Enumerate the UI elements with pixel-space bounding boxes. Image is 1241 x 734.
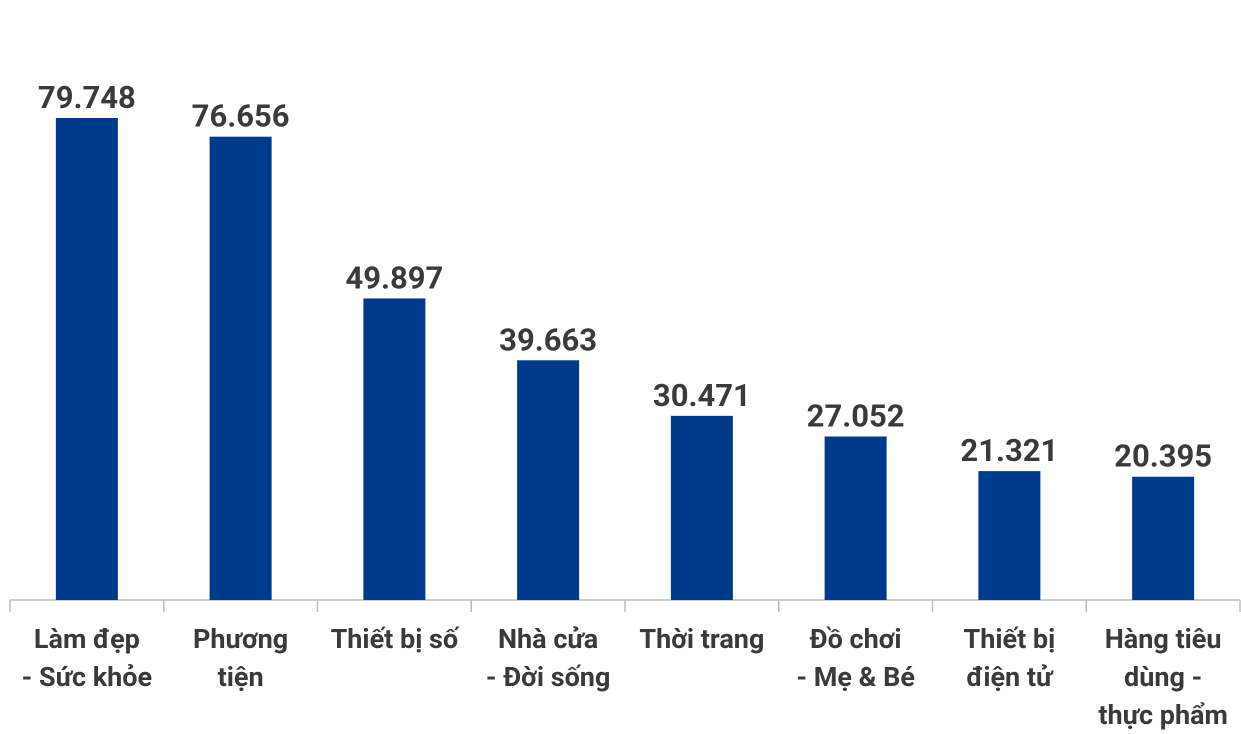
bar bbox=[209, 136, 272, 600]
x-tick-label: - Đời sống bbox=[486, 661, 611, 693]
x-tick-label: Làm đẹp bbox=[34, 623, 140, 655]
value-label: 21.321 bbox=[960, 432, 1058, 469]
value-label: 76.656 bbox=[192, 98, 290, 135]
bar bbox=[1132, 476, 1195, 600]
bar bbox=[363, 298, 426, 600]
x-tick-label: tiện bbox=[218, 661, 264, 693]
x-tick-label: điện tử bbox=[966, 661, 1054, 693]
x-tick-label: Nhà cửa bbox=[498, 623, 598, 655]
x-tick-label: Phương bbox=[193, 623, 288, 655]
bar bbox=[978, 471, 1041, 600]
bar bbox=[824, 436, 887, 600]
x-tick-label: dùng - bbox=[1124, 661, 1202, 693]
bar bbox=[517, 360, 580, 600]
x-tick-label: - Mẹ & Bé bbox=[796, 661, 915, 693]
value-label: 79.748 bbox=[38, 79, 136, 116]
value-label: 49.897 bbox=[345, 259, 443, 296]
x-tick-label: Đồ chơi bbox=[810, 623, 902, 655]
bar bbox=[670, 415, 733, 600]
value-label: 30.471 bbox=[653, 377, 751, 414]
value-label: 39.663 bbox=[499, 321, 597, 358]
x-tick-label: Thiết bị bbox=[963, 623, 1055, 655]
x-tick-label: Thiết bị số bbox=[331, 623, 460, 655]
x-tick-label: Hàng tiêu bbox=[1105, 623, 1222, 655]
x-tick-label: - Sức khỏe bbox=[22, 661, 153, 693]
value-label: 20.395 bbox=[1114, 438, 1212, 475]
x-tick-label: thực phẩm bbox=[1098, 699, 1228, 731]
x-tick-label: Thời trang bbox=[639, 623, 764, 655]
bar bbox=[55, 118, 118, 600]
value-label: 27.052 bbox=[807, 397, 905, 434]
